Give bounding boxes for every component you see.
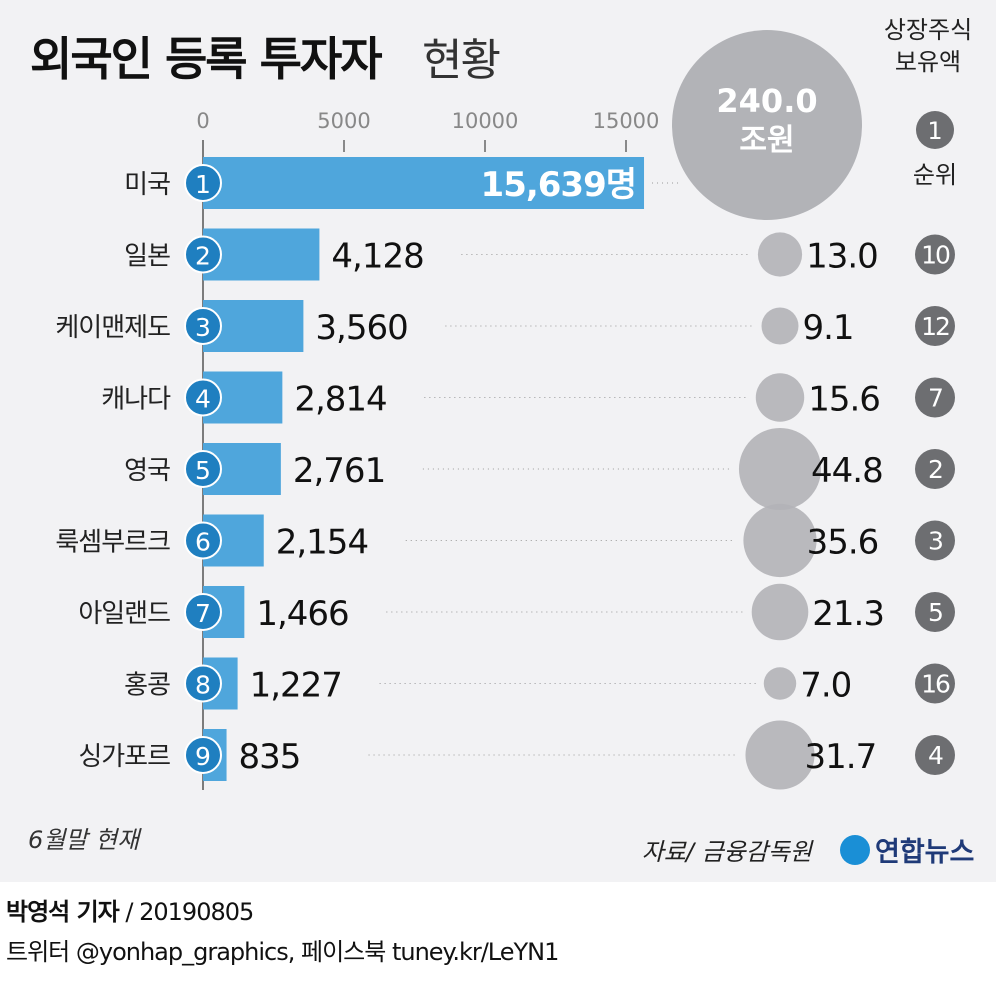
category-label: 일본 [124,242,170,272]
rank-badge [184,378,222,417]
x-tick-label: 10000 [452,109,519,133]
category-label: 룩셈부르크 [55,528,170,558]
holding-label: 9.1 [802,308,853,348]
legend-holdings: 보유액 [895,48,961,76]
logo-mark [840,835,870,865]
author: 박영석 기자 [6,898,120,926]
category-label: 아일랜드 [78,599,170,629]
rank-badge-number: 5 [195,456,211,485]
bar [203,228,320,281]
social-links: 트위터 @yonhap_graphics, 페이스북 tuney.kr/LeYN… [6,938,559,966]
holding-rank-number: 4 [928,741,943,770]
value-label: 835 [239,737,301,777]
value-label: 1,466 [256,594,348,634]
chart-svg: 외국인 등록 투자자 현황 0 5000 10000 15000 240.0조원 상장주식보유… [28,16,974,868]
note: 6월말 현재 [28,826,142,854]
legend-holdings: 상장주식 [884,16,972,44]
holding-rank-number: 12 [921,312,949,341]
value-label: 2,761 [293,451,385,491]
holding-bubble-1 [672,30,862,220]
holding-label: 7.0 [800,666,851,706]
holding-rank-badge [915,234,955,275]
rank-badge [184,307,222,345]
source: 자료/ 금융감독원 [642,838,814,866]
holding-rank-badge [915,592,955,632]
rank-badge-number: 3 [195,313,211,342]
holding-rank-number: 10 [921,241,950,270]
holding-bubble [761,307,799,345]
rank-badge-number: 4 [195,385,211,414]
holding-bubble [738,427,822,511]
value-label: 2,814 [294,380,386,420]
rank-badge-number: 8 [195,671,211,700]
holding-unit: 조원 [739,123,794,158]
holding-rank-badge [915,663,955,704]
holding-bubble [751,583,809,641]
rank-badge-number: 9 [195,742,211,771]
holding-rank-number: 5 [928,598,942,627]
value-label: 15,639명 [481,165,636,205]
holding-label: 44.8 [811,451,883,491]
rank-badge-number: 6 [195,528,211,557]
rank-badge [184,521,222,560]
x-tick-label: 15000 [593,109,660,133]
holding-rank-badge [915,520,955,561]
rank-badge [184,450,222,488]
holding-rank-badge [915,377,955,418]
holding-label: 21.3 [812,594,884,634]
rank-badge-number: 1 [195,170,211,199]
category-label: 케이맨제도 [55,313,170,343]
holding-label: 240.0 [716,82,817,120]
chart-title-suffix: 현황 [422,35,499,86]
category-label: 싱가포르 [78,742,170,772]
category-label: 홍콩 [124,671,170,701]
value-label: 1,227 [250,666,342,706]
value-label: 2,154 [276,523,368,563]
legend-rank-number: 1 [927,117,942,145]
bar [203,157,645,209]
date: / 20190805 [125,898,254,926]
rank-badge [184,164,222,202]
holding-label: 35.6 [807,523,879,563]
holding-rank-number: 2 [928,455,942,484]
holding-rank-badge [915,735,955,775]
holding-bubble [763,667,797,700]
x-tick-label: 5000 [317,109,370,133]
holding-bubble [743,503,817,578]
holding-bubble [745,720,815,790]
x-tick-label: 0 [196,109,209,133]
holding-rank-badge [915,449,955,489]
holding-rank-number: 16 [921,670,950,699]
chart-title: 외국인 등록 투자자 [30,32,382,86]
rank-badge [184,664,222,703]
holding-rank-number: 7 [928,384,942,413]
holding-rank-badge [915,306,955,346]
category-label: 영국 [124,456,170,486]
value-label: 4,128 [331,237,423,277]
holding-label: 15.6 [808,380,880,420]
rank-badge [184,235,222,274]
category-label: 캐나다 [101,385,171,415]
category-label: 미국 [124,170,170,200]
holding-label: 13.0 [806,237,878,277]
holding-label: 31.7 [805,737,877,777]
rank-badge [184,593,222,631]
rank-badge-number: 2 [195,242,211,271]
byline: 박영석 기자 / 20190805 [6,892,254,927]
rank-badge [184,736,222,774]
holding-rank-number: 3 [928,527,942,556]
holding-bubble [757,232,803,277]
value-label: 3,560 [315,308,407,348]
holding-bubble [755,373,805,422]
legend-rank: 순위 [913,161,957,189]
logo-text: 연합뉴스 [875,837,974,868]
rank-badge-number: 7 [195,599,211,628]
legend-rank-badge [916,111,954,149]
